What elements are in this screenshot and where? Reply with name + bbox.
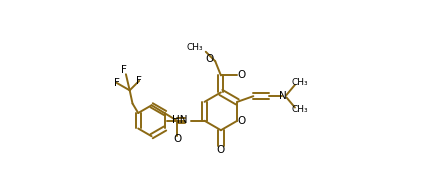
Text: CH₃: CH₃: [187, 43, 203, 53]
Text: HN: HN: [172, 115, 187, 125]
Text: O: O: [173, 134, 181, 144]
Text: CH₃: CH₃: [291, 78, 308, 87]
Text: O: O: [237, 116, 245, 126]
Text: N: N: [280, 91, 287, 101]
Text: O: O: [237, 70, 245, 80]
Text: F: F: [121, 64, 127, 74]
Text: CH₃: CH₃: [291, 105, 308, 114]
Text: O: O: [217, 145, 225, 155]
Text: F: F: [136, 76, 142, 86]
Text: F: F: [113, 78, 119, 88]
Text: O: O: [206, 54, 214, 64]
